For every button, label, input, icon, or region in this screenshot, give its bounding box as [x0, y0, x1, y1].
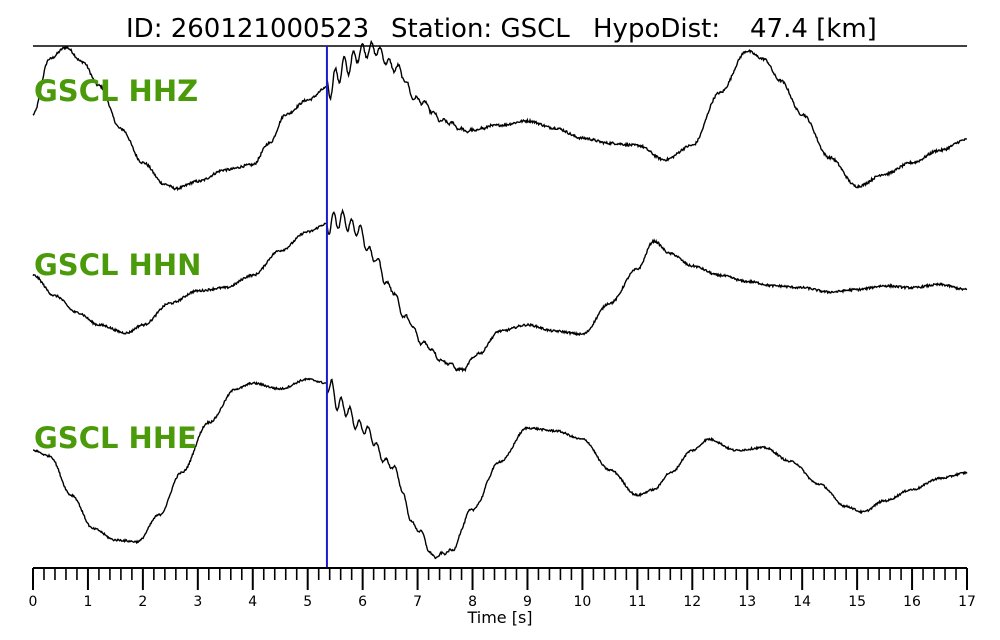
x-tick-label: 2	[138, 594, 147, 610]
title-event-id: ID: 260121000523	[126, 14, 369, 44]
x-tick-label: 16	[903, 594, 921, 610]
x-tick-label: 0	[29, 594, 38, 610]
x-tick-label: 14	[793, 594, 811, 610]
x-tick-label: 1	[83, 594, 92, 610]
channel-label-group: GSCL HHZ GSCL HHN GSCL HHE	[34, 74, 201, 455]
channel-label-gscl-hhz: GSCL HHZ	[34, 74, 198, 108]
x-tick-label: 11	[628, 594, 646, 610]
x-tick-label: 12	[683, 594, 701, 610]
title-hypodist-label: HypoDist:	[593, 14, 720, 44]
x-tick-label: 8	[468, 594, 477, 610]
x-tick-label: 6	[358, 594, 367, 610]
x-tick-label: 13	[738, 594, 756, 610]
x-tick-label: 17	[958, 594, 976, 610]
x-tick-label: 4	[248, 594, 257, 610]
x-tick-label: 9	[523, 594, 532, 610]
channel-label-gscl-hhn: GSCL HHN	[34, 248, 201, 282]
x-tick-label: 10	[573, 594, 591, 610]
trace-gscl-hhn	[32, 208, 968, 373]
x-axis-label: Time [s]	[466, 608, 532, 627]
channel-label-gscl-hhe: GSCL HHE	[34, 421, 197, 455]
title-station: Station: GSCL	[391, 14, 570, 44]
x-tick-label: 15	[848, 594, 866, 610]
title-hypodist-value: 47.4 [km]	[750, 14, 877, 44]
time-axis: 0 1 2 3 4 5 6 7 8 9 10 11 12 13 14 15 16 17	[29, 567, 976, 610]
x-tick-label: 5	[303, 594, 312, 610]
trace-gscl-hhe	[32, 377, 968, 560]
x-tick-label: 7	[413, 594, 422, 610]
trace-gscl-hhz	[32, 39, 968, 192]
x-tick-label: 3	[193, 594, 202, 610]
trace-group	[32, 39, 968, 568]
